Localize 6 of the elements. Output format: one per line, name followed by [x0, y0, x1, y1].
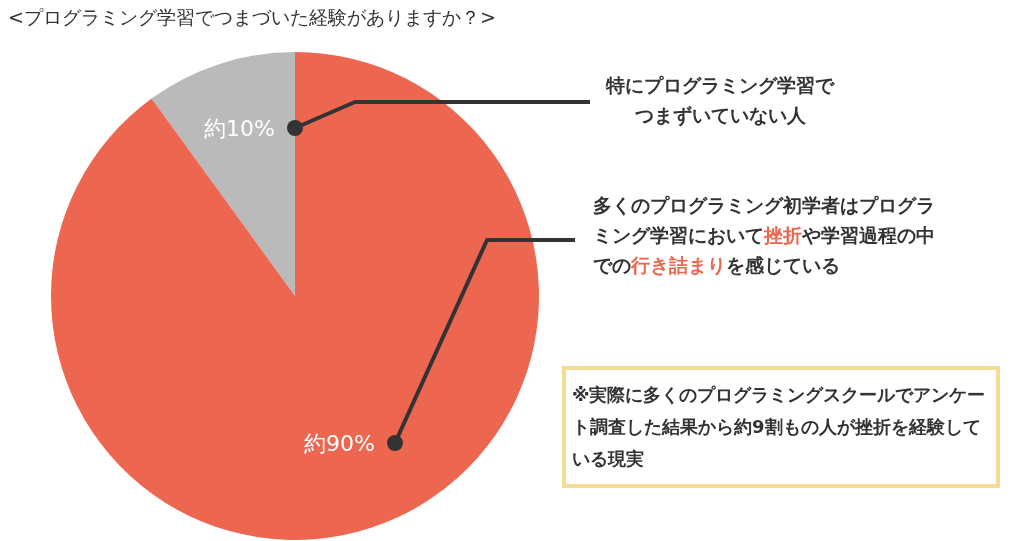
- chart-title: <プログラミング学習でつまづいた経験がありますか？>: [8, 6, 496, 28]
- category-label: 多くのプログラミング初学者はプログラミング学習において挫折や学習過程の中での行き詰まりを感じている: [593, 194, 935, 276]
- data-label: 約90%: [304, 431, 375, 456]
- text: ※実際に多くのプログラミングスクールでアンケート調査した結果から約9割もの人が挫折を経験している現実: [572, 384, 986, 469]
- data-label: 約10%: [204, 116, 275, 141]
- slice-label: 特にプログラミング学習でつまずいていない人: [605, 74, 835, 127]
